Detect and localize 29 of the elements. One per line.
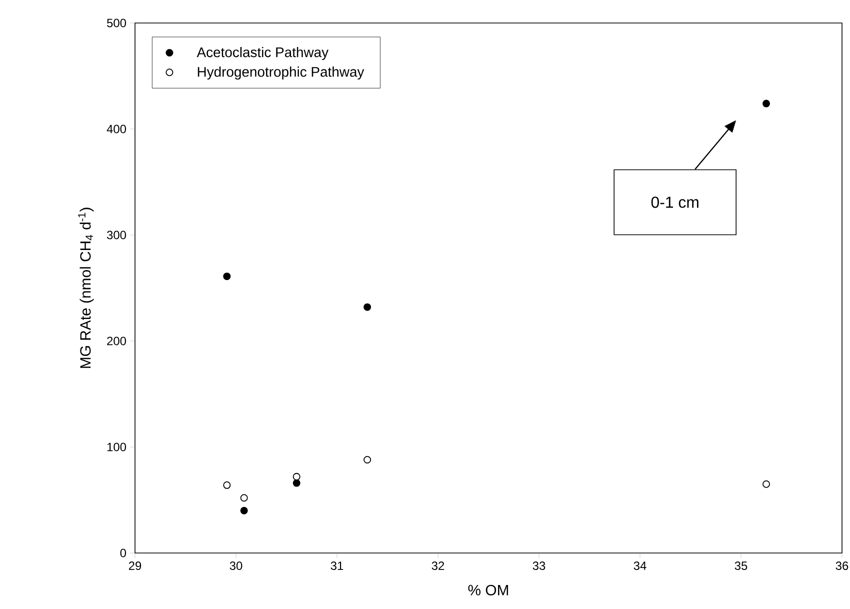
annotation: 0-1 cm bbox=[651, 196, 698, 208]
point bbox=[292, 479, 300, 487]
y-tick-label: 400 bbox=[106, 124, 126, 134]
legend-label: Acetoclastic Pathway bbox=[196, 46, 329, 60]
x-tick-label: 30 bbox=[230, 562, 242, 570]
point bbox=[223, 481, 231, 489]
point bbox=[364, 303, 372, 311]
point bbox=[240, 506, 248, 514]
y-tick-label: 100 bbox=[107, 442, 126, 452]
y-tick-label: 500 bbox=[107, 18, 126, 28]
point bbox=[292, 472, 300, 480]
y-tick-label: 200 bbox=[107, 336, 126, 346]
y-tick-label: 0 bbox=[120, 548, 126, 558]
point bbox=[364, 456, 372, 464]
legend-label: Hydrogenotrophic Pathway bbox=[198, 66, 364, 80]
x-tick-label: 31 bbox=[330, 562, 344, 570]
y-axis-title: MG RAte (nmol CH$_{4}$ d$^{-1}$) bbox=[78, 208, 94, 368]
x-tick-label: 35 bbox=[734, 562, 748, 570]
point bbox=[762, 480, 770, 488]
x-tick-label: 34 bbox=[634, 562, 646, 570]
point bbox=[223, 272, 231, 280]
x-tick-label: 29 bbox=[128, 562, 142, 570]
x-tick-label: 32 bbox=[432, 562, 444, 570]
point bbox=[762, 100, 770, 108]
x-tick-label: 33 bbox=[532, 562, 546, 570]
y-tick-label: 300 bbox=[106, 230, 126, 240]
x-tick-label: 36 bbox=[836, 562, 848, 570]
point bbox=[240, 494, 248, 502]
x-axis-title: % OM bbox=[468, 584, 508, 596]
